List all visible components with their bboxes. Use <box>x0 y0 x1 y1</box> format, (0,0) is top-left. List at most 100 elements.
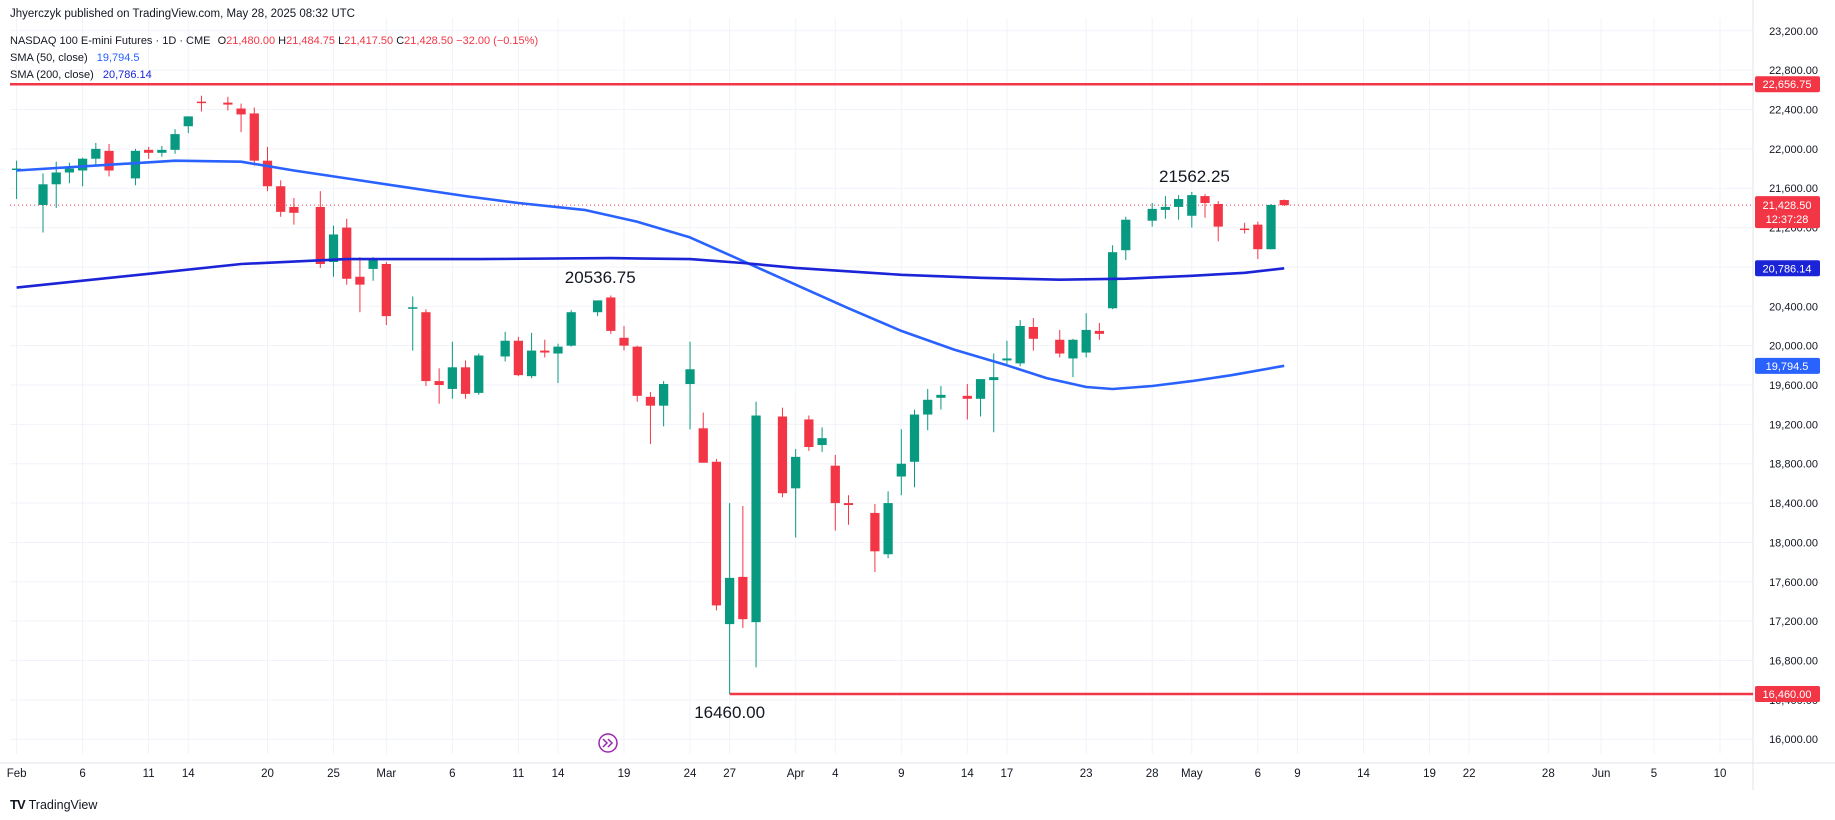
x-tick-label: 20 <box>261 768 274 780</box>
level-price-tag: 16,460.00 <box>1763 689 1812 701</box>
candle-body <box>1002 358 1012 361</box>
candle-body <box>1200 196 1210 203</box>
candle <box>315 191 325 268</box>
candle-body <box>289 206 299 213</box>
level-price-tag-bg <box>1755 76 1820 93</box>
candle-body <box>355 276 365 285</box>
candle <box>434 368 444 404</box>
candle <box>936 386 946 410</box>
y-tick-label: 18,000.00 <box>1769 537 1818 549</box>
symbol-label: NASDAQ 100 E-mini Futures · 1D · CME <box>10 35 211 47</box>
candle <box>751 401 761 668</box>
price-annotation: 21562.25 <box>1159 167 1230 186</box>
candle <box>144 146 154 159</box>
sma200-legend[interactable]: SMA (200, close) 20,786.14 <box>10 68 152 82</box>
x-tick-label: 23 <box>1080 768 1093 780</box>
candle <box>1028 318 1038 351</box>
candle-body <box>170 134 180 150</box>
x-tick-label: 10 <box>1714 768 1727 780</box>
candle-body <box>566 312 576 346</box>
high-label: H <box>278 35 287 47</box>
candle-body <box>434 381 444 386</box>
candle-body <box>962 395 972 399</box>
sma50-legend[interactable]: SMA (50, close) 19,794.5 <box>10 51 140 65</box>
candle-body <box>157 149 167 153</box>
x-tick-label: 4 <box>832 768 839 780</box>
candle-body <box>460 367 471 394</box>
x-tick-label: 6 <box>449 768 455 780</box>
y-tick-label: 22,400.00 <box>1769 105 1818 117</box>
x-tick-label: 28 <box>1542 768 1555 780</box>
candle <box>592 300 603 317</box>
candle-body <box>1240 228 1250 231</box>
tradingview-brand[interactable]: TV TradingView <box>10 797 97 812</box>
sma200-label: SMA (200, close) <box>10 69 94 81</box>
candle <box>909 409 920 488</box>
candle <box>262 146 273 192</box>
candle <box>698 412 708 463</box>
candle-body <box>659 384 669 406</box>
candle-body <box>51 172 61 185</box>
candle-body <box>1173 199 1184 207</box>
candle-body <box>381 263 391 317</box>
candle-body <box>909 414 920 462</box>
candle <box>1187 191 1197 228</box>
candle-body <box>500 340 510 357</box>
candle-body <box>262 160 273 187</box>
candle <box>38 173 48 233</box>
candle <box>817 427 827 452</box>
candle-body <box>936 394 946 398</box>
sma-price-tag-bg <box>1755 260 1820 277</box>
candle <box>91 142 101 166</box>
y-tick-label: 19,200.00 <box>1769 419 1818 431</box>
y-tick-label: 22,800.00 <box>1769 65 1818 77</box>
y-tick-label: 16,800.00 <box>1769 656 1818 668</box>
x-tick-label: 6 <box>79 768 85 780</box>
candle-body <box>711 461 722 606</box>
candle-body <box>632 346 642 396</box>
candle <box>659 381 669 427</box>
sma-price-tag-bg <box>1755 357 1820 374</box>
candle-body <box>368 260 378 269</box>
open-label: O <box>217 35 227 47</box>
x-tick-label: 27 <box>723 768 736 780</box>
replay-icon <box>598 733 618 753</box>
candle <box>553 343 563 384</box>
candle <box>923 388 933 431</box>
candle-body <box>870 512 880 552</box>
candle <box>791 448 801 538</box>
candle <box>328 225 339 277</box>
candle <box>1279 199 1289 207</box>
candle <box>157 145 167 157</box>
candle-body <box>619 337 629 346</box>
x-tick-label: Jun <box>1592 768 1611 780</box>
candle <box>51 161 61 208</box>
candle <box>183 116 193 134</box>
candle-body <box>923 399 933 415</box>
x-tick-label: 9 <box>898 768 904 780</box>
candle <box>711 458 722 611</box>
candle <box>500 331 510 362</box>
x-tick-label: 5 <box>1651 768 1657 780</box>
candle-body <box>592 300 603 313</box>
x-tick-label: 11 <box>512 768 524 780</box>
sma50-label: SMA (50, close) <box>10 52 88 64</box>
candle <box>1121 216 1131 261</box>
candle-body <box>144 149 154 153</box>
candle-body <box>1147 208 1157 221</box>
y-tick-label: 21,600.00 <box>1769 183 1818 195</box>
open-value: 21,480.00 <box>226 35 276 47</box>
candle <box>1002 340 1012 366</box>
candle <box>777 407 788 498</box>
y-tick-label: 16,000.00 <box>1769 734 1818 746</box>
x-tick-label: 6 <box>1255 768 1261 780</box>
candle <box>738 506 748 629</box>
candle-body <box>685 369 695 385</box>
x-tick-label: Feb <box>7 768 27 780</box>
level-price-tag-bg <box>1755 685 1820 702</box>
candle <box>474 353 484 395</box>
sma50-value: 19,794.5 <box>96 52 140 64</box>
y-tick-label: 19,600.00 <box>1769 380 1818 392</box>
candle-body <box>104 150 114 171</box>
